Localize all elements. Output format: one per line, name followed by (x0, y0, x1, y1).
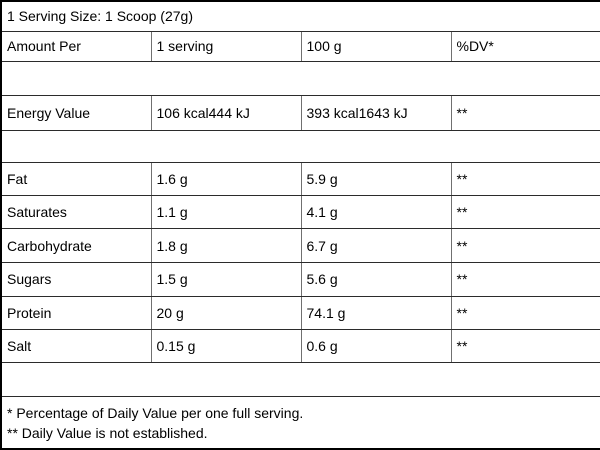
table-row-salt: Salt 0.15 g 0.6 g ** (0, 328, 600, 364)
column-header-row: Amount Per 1 serving 100 g %DV* (0, 30, 600, 62)
spacer-row (0, 60, 600, 96)
header-per-serving-cell: 1 serving (150, 30, 302, 62)
nutrient-name-cell: Sugars (0, 261, 152, 297)
per-100g-value-cell: 4.1 g (300, 195, 452, 230)
header-amount-per-cell: Amount Per (0, 30, 152, 62)
footnote-not-established: ** Daily Value is not established. (7, 424, 208, 441)
dv-value-cell: ** (450, 328, 600, 364)
per-100g-value-cell: 74.1 g (300, 295, 452, 330)
table-row-carbohydrate: Carbohydrate 1.8 g 6.7 g ** (0, 228, 600, 263)
footnote-daily-value: * Percentage of Daily Value per one full… (7, 404, 304, 421)
nutrient-name-cell: Protein (0, 295, 152, 330)
per-serving-value-cell: 1.5 g (150, 261, 302, 297)
table-row-fat: Fat 1.6 g 5.9 g ** (0, 162, 600, 197)
dv-value-cell: ** (450, 195, 600, 230)
footnotes-cell: * Percentage of Daily Value per one full… (0, 396, 600, 450)
table-row-energy: Energy Value 106 kcal444 kJ 393 kcal1643… (0, 94, 600, 132)
dv-value-cell: ** (450, 162, 600, 197)
table-row-saturates: Saturates 1.1 g 4.1 g ** (0, 195, 600, 230)
per-serving-value-cell: 20 g (150, 295, 302, 330)
dv-value-cell: ** (450, 94, 600, 132)
nutrient-name-cell: Carbohydrate (0, 228, 152, 263)
nutrient-name-cell: Salt (0, 328, 152, 364)
nutrient-name-cell: Fat (0, 162, 152, 197)
nutrient-name-cell: Saturates (0, 195, 152, 230)
per-serving-value-cell: 0.15 g (150, 328, 302, 364)
per-100g-value-cell: 5.9 g (300, 162, 452, 197)
nutrient-name-cell: Energy Value (0, 94, 152, 132)
spacer-row (0, 130, 600, 164)
serving-size-cell: 1 Serving Size: 1 Scoop (27g) (0, 0, 600, 32)
serving-size-row: 1 Serving Size: 1 Scoop (27g) (0, 0, 600, 32)
per-100g-value-cell: 5.6 g (300, 261, 452, 297)
table-row-protein: Protein 20 g 74.1 g ** (0, 295, 600, 330)
per-serving-value-cell: 1.8 g (150, 228, 302, 263)
dv-value-cell: ** (450, 228, 600, 263)
table-row-sugars: Sugars 1.5 g 5.6 g ** (0, 261, 600, 297)
spacer-cell (0, 60, 600, 96)
spacer-row (0, 362, 600, 398)
per-serving-value-cell: 1.1 g (150, 195, 302, 230)
header-dv-cell: %DV* (450, 30, 600, 62)
dv-value-cell: ** (450, 261, 600, 297)
per-100g-value-cell: 0.6 g (300, 328, 452, 364)
header-per-100g-cell: 100 g (300, 30, 452, 62)
per-serving-value-cell: 1.6 g (150, 162, 302, 197)
spacer-cell (0, 362, 600, 398)
per-100g-value-cell: 6.7 g (300, 228, 452, 263)
footnotes-row: * Percentage of Daily Value per one full… (0, 396, 600, 450)
spacer-cell (0, 130, 600, 164)
per-100g-value-cell: 393 kcal1643 kJ (300, 94, 452, 132)
per-serving-value-cell: 106 kcal444 kJ (150, 94, 302, 132)
dv-value-cell: ** (450, 295, 600, 330)
